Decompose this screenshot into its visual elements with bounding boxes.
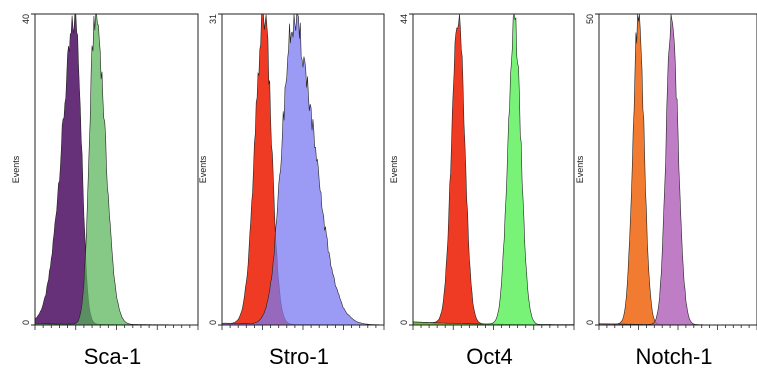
x-axis-label: Notch-1 [635,344,712,369]
y-tick-label-max: 40 [21,14,31,24]
panel-4: 50 0 Events Notch-1 [575,13,757,369]
histogram-series-1 [412,13,575,326]
panel-2: 31 0 Events Stro-1 [198,13,385,369]
y-tick-label-max: 44 [399,14,409,24]
y-axis-label: Events [389,155,399,183]
y-tick-label-max: 31 [208,14,218,24]
panel-3: 44 0 Events Oct4 [389,13,575,369]
x-axis-label: Sca-1 [84,344,141,369]
y-tick-label-min: 0 [399,320,409,325]
histogram-series-2 [412,13,575,326]
y-axis-label: Events [198,155,208,183]
histogram-series-1 [34,13,199,326]
y-tick-label-min: 0 [21,320,31,325]
y-tick-label-min: 0 [585,320,595,325]
x-axis-label: Stro-1 [269,344,329,369]
y-axis-label: Events [11,155,21,183]
y-tick-label-min: 0 [208,320,218,325]
histogram-series-2 [598,13,757,326]
y-tick-label-max: 50 [585,14,595,24]
plot-frame [412,13,575,326]
histogram-series-2 [221,13,385,326]
x-axis-label: Oct4 [466,344,512,369]
y-axis-label: Events [575,155,585,183]
panel-1: 40 0 Events Sca-1 [11,13,199,369]
